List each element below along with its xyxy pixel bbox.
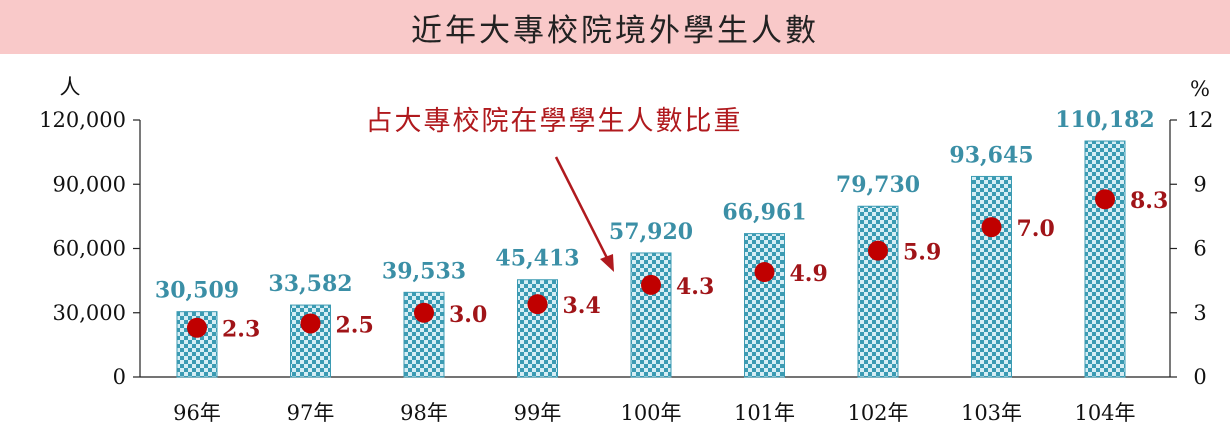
bar-value-label: 57,920 [609, 219, 693, 245]
bar-value-label: 79,730 [836, 172, 920, 198]
y-right-tick-label: 0 [1193, 365, 1206, 389]
bar-value-label: 30,509 [155, 278, 239, 304]
pct-value-label: 2.3 [222, 317, 260, 343]
pct-marker [868, 240, 888, 261]
y-right-unit: % [1190, 77, 1210, 101]
bar [971, 175, 1012, 378]
pct-marker [527, 294, 548, 315]
pct-value-label: 2.5 [336, 312, 374, 338]
annotation-arrow-head [600, 254, 614, 272]
pct-value-label: 5.9 [903, 240, 941, 266]
bar-value-label: 45,413 [495, 246, 579, 272]
chart-title: 近年大專校院境外學生人數 [411, 12, 819, 49]
x-tick-label: 104年 [1074, 401, 1135, 425]
x-tick-label: 96年 [173, 401, 221, 425]
y-right-tick-label: 3 [1193, 301, 1206, 325]
bar-value-label: 93,645 [949, 142, 1033, 168]
x-tick-label: 97年 [287, 401, 335, 425]
pct-value-label: 3.4 [563, 293, 601, 319]
y-right-tick-label: 9 [1193, 172, 1206, 196]
pct-marker [300, 313, 321, 334]
pct-value-label: 4.3 [676, 274, 714, 300]
pct-marker [641, 274, 661, 295]
y-left-tick-label: 30,000 [53, 301, 126, 325]
y-left-tick-label: 60,000 [53, 237, 126, 261]
pct-marker [187, 317, 207, 338]
x-tick-label: 101年 [734, 401, 795, 425]
bar-value-label: 39,533 [382, 258, 466, 284]
annotation-text: 占大專校院在學學生人數比重 [366, 106, 743, 137]
chart-title-bar: 近年大專校院境外學生人數 [0, 0, 1230, 54]
bar-value-label: 66,961 [722, 200, 806, 226]
pct-value-label: 3.0 [449, 302, 487, 328]
bar [744, 233, 785, 378]
x-tick-label: 100年 [620, 401, 681, 425]
y-right-tick-label: 6 [1193, 237, 1206, 261]
annotation-arrow [554, 156, 609, 259]
y-left-tick-label: 120,000 [39, 108, 126, 132]
bar-value-label: 110,182 [1055, 107, 1155, 133]
x-tick-label: 99年 [514, 401, 562, 425]
y-left-unit: 人 [60, 75, 81, 99]
x-tick-label: 102年 [847, 401, 908, 425]
pct-value-label: 7.0 [1017, 216, 1055, 242]
pct-marker [414, 302, 434, 323]
y-right-tick-label: 12 [1187, 108, 1214, 132]
y-left-tick-label: 0 [113, 365, 126, 389]
x-tick-label: 98年 [400, 401, 448, 425]
pct-marker [981, 217, 1002, 238]
x-tick-label: 103年 [961, 401, 1022, 425]
bar [1084, 140, 1126, 378]
pct-value-label: 4.9 [790, 261, 828, 287]
pct-marker [754, 262, 775, 283]
y-left-tick-label: 90,000 [53, 172, 126, 196]
bar [630, 252, 672, 378]
bar [857, 205, 899, 378]
pct-value-label: 8.3 [1130, 188, 1168, 214]
pct-marker [1095, 189, 1115, 210]
bar-value-label: 33,582 [268, 271, 352, 297]
